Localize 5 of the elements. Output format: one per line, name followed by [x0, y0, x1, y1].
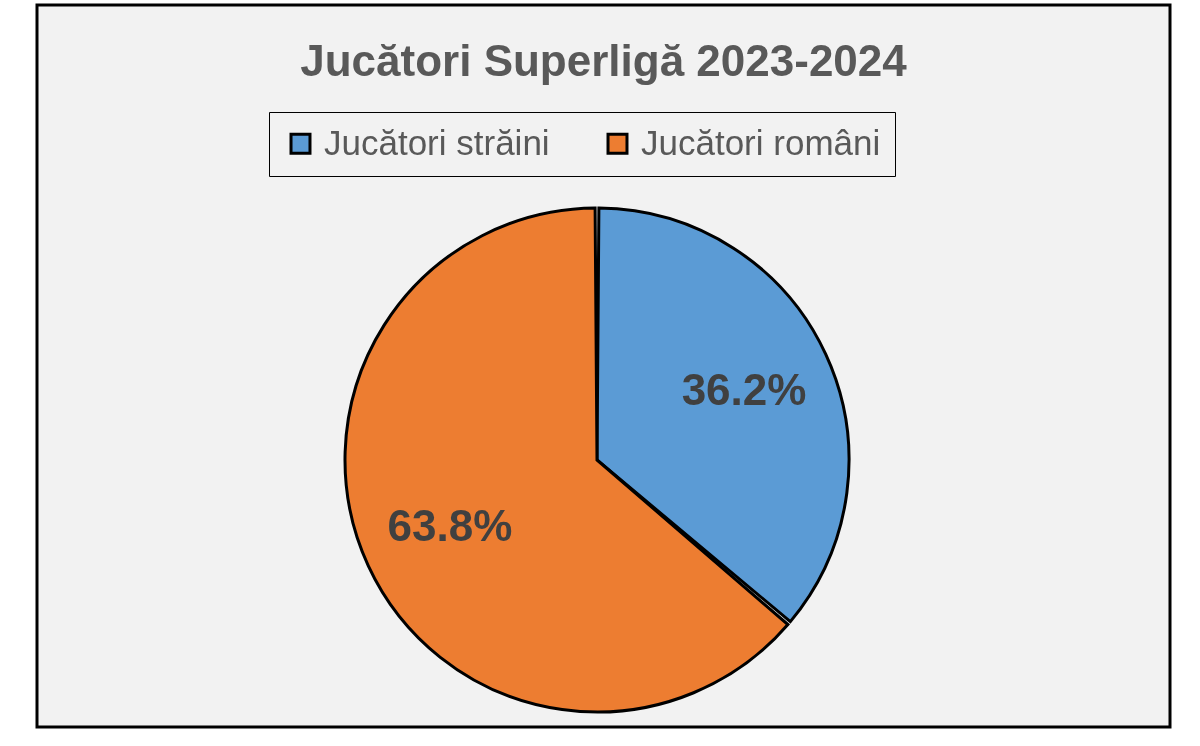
legend-label: Jucători români — [641, 122, 881, 162]
chart-title: Jucători Superligă 2023-2024 — [300, 36, 908, 85]
legend-label: Jucători străini — [324, 122, 550, 162]
data-label: 36.2% — [681, 364, 807, 414]
data-label: 63.8% — [387, 501, 513, 551]
